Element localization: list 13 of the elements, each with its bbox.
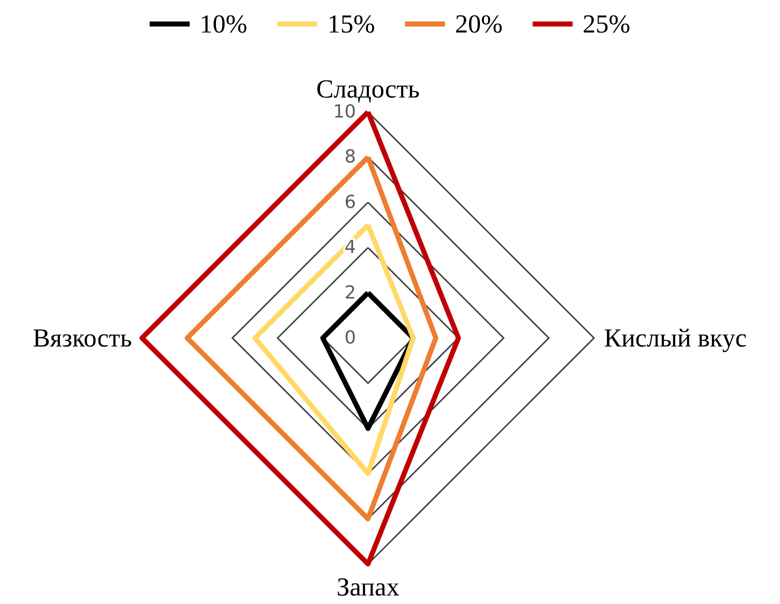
- legend-label: 25%: [582, 10, 630, 38]
- spoke-label: Кислый вкус: [604, 324, 747, 352]
- spoke-label: Вязкость: [32, 324, 132, 352]
- legend-label: 10%: [200, 10, 248, 38]
- spoke-label: Запах: [336, 572, 400, 602]
- y-tick-label: 10: [333, 102, 356, 122]
- y-tick-label: 0: [344, 328, 356, 348]
- y-tick-label: 6: [344, 192, 356, 213]
- legend-label: 15%: [327, 10, 376, 38]
- y-tick-label: 8: [344, 146, 356, 168]
- spoke-label: Сладость: [316, 74, 420, 104]
- legend-label: 20%: [455, 10, 503, 38]
- y-tick-label: 2: [344, 282, 356, 304]
